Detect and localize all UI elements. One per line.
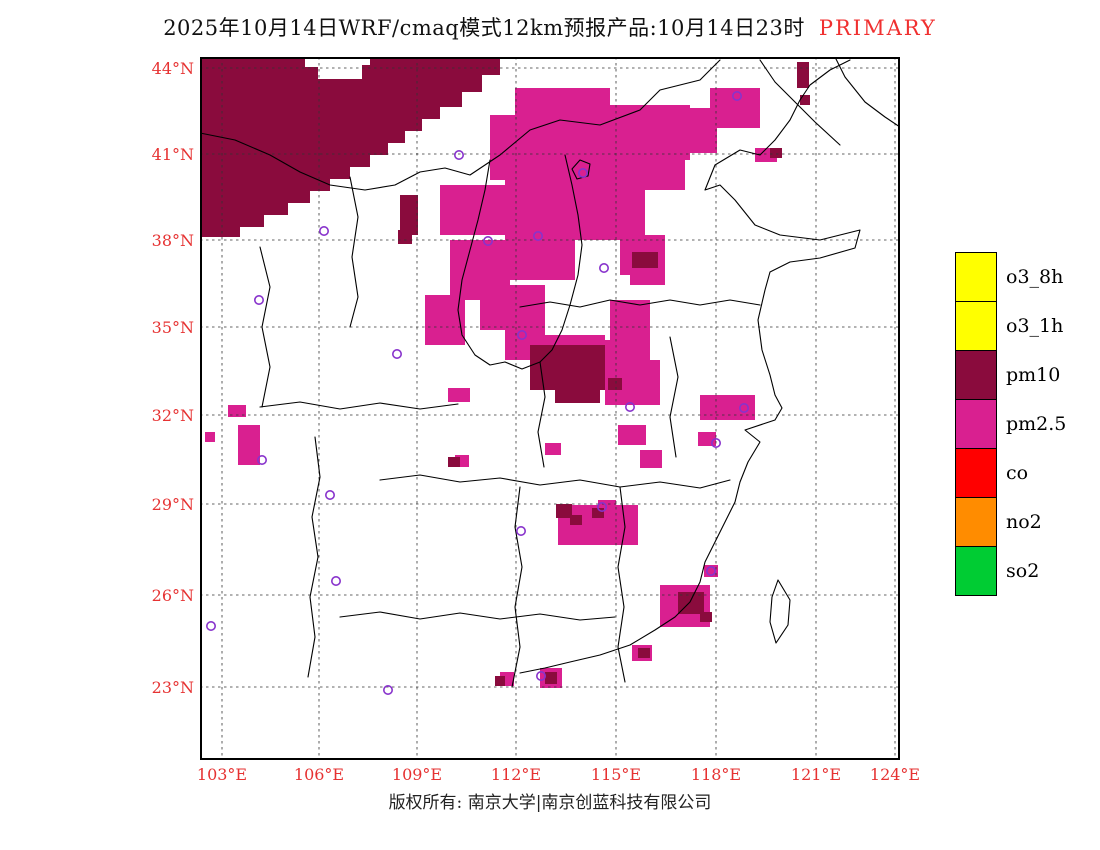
gansu-border [349, 176, 359, 328]
lon-tick-label: 103°E [196, 765, 248, 784]
legend-label: so2 [1006, 560, 1040, 582]
legend-item-pm10: pm10 [955, 350, 1066, 400]
lat-tick-label: 38°N [151, 231, 194, 250]
lat-tick-label: 23°N [151, 678, 194, 697]
legend-label: pm2.5 [1006, 413, 1067, 435]
hunan-border [511, 486, 523, 688]
lat-tick-label: 29°N [151, 495, 194, 514]
qinling-border [259, 401, 459, 410]
lon-tick-label: 106°E [293, 765, 345, 784]
legend-label: pm10 [1006, 364, 1061, 386]
page-title: 2025年10月14日WRF/cmaq模式12km预报产品:10月14日23时 P… [0, 12, 1100, 42]
legend-swatch-o3-1h [955, 301, 997, 351]
forecast-map [200, 57, 900, 760]
legend-label: o3_8h [1006, 266, 1064, 288]
beijing-outline [571, 159, 591, 180]
pm10-main-blob [200, 57, 500, 237]
pm10-region [200, 57, 810, 686]
guangdong-border [339, 611, 616, 621]
title-text: 2025年10月14日WRF/cmaq模式12km预报产品:10月14日23时 [163, 16, 805, 40]
lat-tick-label: 32°N [151, 406, 194, 425]
copyright-text: 版权所有: 南京大学|南京创蓝科技有限公司 [388, 793, 712, 813]
legend-swatch-co [955, 448, 997, 498]
ne-border-1 [834, 57, 900, 128]
legend-item-o3-8h: o3_8h [955, 252, 1066, 302]
lon-tick-label: 109°E [391, 765, 443, 784]
legend-swatch-so2 [955, 546, 997, 596]
jiangsu-anhui-border [669, 336, 679, 458]
lat-tick-label: 44°N [151, 59, 194, 78]
lat-tick-label: 35°N [151, 318, 194, 337]
legend-item-pm25: pm2.5 [955, 399, 1066, 449]
legend-item-no2: no2 [955, 497, 1066, 547]
legend-swatch-o3-8h [955, 252, 997, 302]
lon-tick-label: 115°E [590, 765, 642, 784]
legend-swatch-pm10 [955, 350, 997, 400]
coastline [519, 59, 861, 674]
legend-item-o3-1h: o3_1h [955, 301, 1066, 351]
graticule [200, 57, 900, 760]
north-border [200, 59, 721, 191]
lon-tick-label: 121°E [790, 765, 842, 784]
yangtze-border [379, 474, 731, 489]
henan-border [537, 361, 546, 468]
taiwan-outline [769, 579, 791, 644]
title-highlight: PRIMARY [818, 16, 937, 40]
sichuan-border [307, 436, 321, 678]
lat-tick-label: 26°N [151, 586, 194, 605]
legend-label: o3_1h [1006, 315, 1064, 337]
lon-tick-label: 118°E [690, 765, 742, 784]
legend-item-co: co [955, 448, 1066, 498]
ne-border-2 [759, 59, 841, 146]
hebei-shandong-border [519, 299, 761, 308]
city-markers [206, 90, 749, 695]
legend-swatch-no2 [955, 497, 997, 547]
legend-label: no2 [1006, 511, 1042, 533]
shanxi-west [457, 159, 506, 366]
pollutant-legend: o3_8h o3_1h pm10 pm2.5 co no2 so2 [955, 252, 1066, 596]
shaanxi-border [259, 246, 271, 408]
legend-label: co [1006, 462, 1029, 484]
map-frame [200, 57, 900, 760]
province-boundaries [200, 57, 900, 688]
lon-tick-label: 124°E [869, 765, 921, 784]
legend-swatch-pm25 [955, 399, 997, 449]
legend-item-so2: so2 [955, 546, 1066, 596]
lon-tick-label: 112°E [490, 765, 542, 784]
lat-tick-label: 41°N [151, 145, 194, 164]
jiangxi-border [617, 486, 626, 683]
